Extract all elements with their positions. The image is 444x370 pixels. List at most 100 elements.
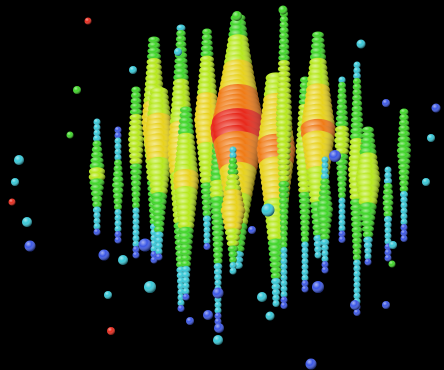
sensor-sphere	[312, 31, 324, 39]
sensor-sphere	[280, 285, 288, 293]
sensor-sphere	[229, 256, 237, 264]
sensor-sphere	[278, 5, 288, 15]
sensor-sphere	[73, 86, 81, 94]
sensor-sphere	[352, 248, 362, 256]
sensor-sphere	[364, 253, 372, 260]
sensor-sphere	[201, 199, 213, 206]
sensor-sphere	[214, 323, 224, 333]
sensor-sphere	[301, 274, 309, 282]
sensor-sphere	[398, 163, 410, 171]
sensor-sphere	[351, 105, 363, 113]
sensor-sphere	[176, 30, 186, 37]
sensor-sphere	[114, 220, 122, 227]
sensor-sphere	[176, 24, 186, 32]
sensor-sphere	[182, 293, 190, 301]
sensor-sphere	[132, 218, 140, 226]
sensor-sphere	[129, 113, 143, 122]
sensor-sphere	[138, 238, 152, 252]
sensor-sphere	[132, 224, 140, 231]
sensor-sphere	[321, 255, 329, 263]
sensor-sphere	[147, 42, 161, 49]
sensor-sphere	[301, 285, 309, 293]
sensor-sphere	[318, 194, 332, 203]
sensor-sphere	[280, 225, 288, 232]
sensor-sphere	[336, 170, 348, 177]
sensor-sphere	[338, 230, 346, 238]
sensor-sphere	[154, 231, 164, 239]
sensor-sphere	[24, 240, 36, 252]
sensor-sphere	[212, 241, 224, 248]
sensor-sphere	[181, 260, 191, 268]
sensor-sphere	[132, 235, 140, 242]
sensor-sphere	[175, 35, 187, 43]
sensor-sphere	[280, 302, 288, 309]
sensor-sphere	[22, 217, 32, 227]
sensor-sphere	[321, 244, 329, 252]
sensor-sphere	[353, 292, 361, 300]
sensor-sphere	[338, 192, 346, 199]
sensor-sphere	[383, 188, 393, 196]
sensor-sphere	[228, 163, 238, 170]
sensor-sphere	[178, 232, 194, 241]
sensor-sphere	[305, 358, 317, 370]
sensor-sphere	[350, 122, 364, 129]
sensor-sphere	[114, 148, 122, 156]
sensor-sphere	[147, 47, 161, 55]
sensor-sphere	[131, 191, 141, 198]
sensor-sphere	[155, 253, 163, 261]
sensor-sphere	[118, 255, 128, 265]
sensor-sphere	[129, 108, 143, 116]
sensor-sphere	[276, 142, 292, 150]
sensor-sphere	[301, 263, 309, 271]
sensor-sphere	[155, 248, 163, 255]
sensor-sphere	[399, 180, 409, 187]
sensor-sphere	[182, 288, 190, 295]
sensor-sphere	[300, 219, 310, 227]
sensor-sphere	[179, 111, 193, 120]
sensor-sphere	[265, 311, 275, 321]
sensor-sphere	[268, 250, 284, 258]
sensor-sphere	[278, 186, 290, 194]
sensor-sphere	[399, 114, 409, 121]
sensor-sphere	[280, 291, 288, 298]
sensor-sphere	[248, 226, 256, 234]
sensor-sphere	[93, 118, 101, 126]
sensor-sphere	[130, 97, 142, 105]
sensor-sphere	[337, 186, 347, 194]
sensor-sphere	[174, 48, 182, 56]
sensor-sphere	[337, 98, 347, 106]
sensor-sphere	[279, 219, 289, 227]
sensor-sphere	[92, 206, 102, 214]
sensor-sphere	[213, 252, 223, 259]
sensor-sphere	[298, 191, 312, 200]
sensor-sphere	[129, 152, 143, 160]
sensor-sphere	[203, 232, 211, 239]
sensor-sphere	[397, 158, 411, 165]
sensor-sphere	[132, 213, 140, 220]
sensor-sphere	[214, 274, 222, 281]
sensor-sphere	[214, 279, 222, 287]
sensor-sphere	[203, 237, 211, 245]
sensor-sphere	[226, 174, 240, 181]
sensor-sphere	[388, 260, 396, 268]
sensor-sphere	[317, 210, 333, 220]
sensor-sphere	[93, 223, 101, 230]
sensor-sphere	[280, 241, 288, 249]
sensor-sphere	[92, 201, 102, 208]
sensor-sphere	[352, 254, 362, 261]
sensor-sphere	[301, 280, 309, 287]
sensor-sphere	[277, 76, 291, 84]
sensor-sphere	[335, 159, 349, 166]
sensor-sphere	[130, 92, 142, 99]
sensor-sphere	[336, 164, 348, 172]
sensor-sphere	[397, 152, 411, 160]
sensor-sphere	[280, 296, 288, 304]
sensor-sphere	[279, 197, 289, 205]
sensor-sphere	[128, 146, 144, 155]
sensor-sphere	[271, 278, 281, 285]
sensor-sphere	[225, 228, 241, 237]
sensor-sphere	[272, 300, 280, 307]
sensor-sphere	[129, 163, 143, 171]
sensor-sphere	[384, 249, 392, 256]
